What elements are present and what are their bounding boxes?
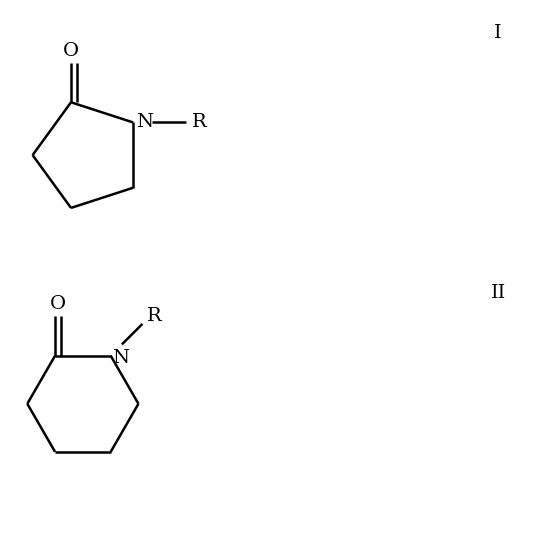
Text: N: N xyxy=(136,113,153,131)
Text: O: O xyxy=(50,295,66,313)
Text: R: R xyxy=(192,113,206,131)
Text: N: N xyxy=(112,349,129,367)
Text: R: R xyxy=(147,307,162,325)
Text: II: II xyxy=(491,283,506,302)
Text: I: I xyxy=(495,24,502,42)
Text: O: O xyxy=(63,42,79,60)
